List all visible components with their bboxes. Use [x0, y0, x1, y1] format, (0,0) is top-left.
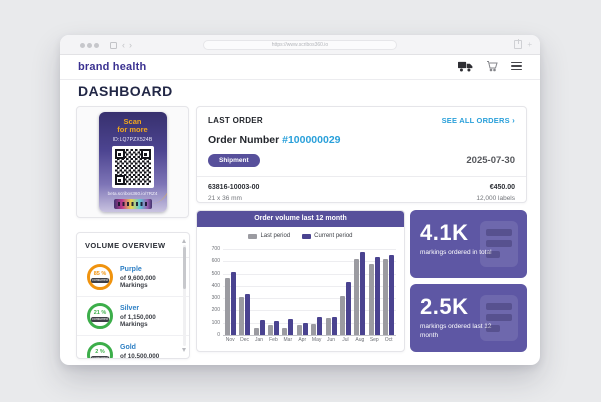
stat-12month-value: 2.5K	[420, 294, 469, 319]
stat-total-caption: markings ordered in total	[420, 249, 492, 256]
stat-12month-caption: markings ordered last 12 month	[420, 323, 492, 339]
order-number-label: Order Number	[208, 134, 280, 146]
tabs-icon[interactable]	[110, 41, 117, 49]
scan-text-line1: Scan	[123, 117, 142, 126]
order-volume-chart-card: Order volume last 12 month Last period C…	[196, 210, 405, 352]
browser-chrome: ‹ › https://www.scribos360.io +	[60, 35, 540, 55]
qr-code	[111, 146, 154, 189]
chevron-right-icon: ›	[512, 116, 515, 125]
stat-card-12-month: 2.5K markings ordered last 12 month	[410, 284, 527, 352]
scan-text-line2: for more	[117, 125, 148, 135]
scroll-down-icon[interactable]	[182, 348, 186, 352]
order-date: 2025-07-30	[466, 155, 515, 166]
volume-scrollbar[interactable]	[182, 239, 187, 352]
header-icons	[458, 60, 522, 72]
order-sku: 63816-10003-00	[208, 184, 260, 191]
page-title: DASHBOARD	[78, 83, 173, 99]
window-maximize-button[interactable]	[94, 42, 99, 48]
order-size: 21 x 36 mm	[208, 195, 242, 202]
menu-icon[interactable]	[511, 61, 522, 71]
qr-sticker-card: Scan for more ID:LQ7PZX524B beta.scribos…	[76, 106, 189, 218]
scroll-up-icon[interactable]	[182, 239, 186, 243]
window-minimize-button[interactable]	[87, 42, 92, 48]
chrome-right-controls: +	[514, 39, 532, 49]
brand-logo[interactable]: brand health	[78, 61, 147, 73]
window-close-button[interactable]	[80, 42, 85, 48]
browser-window: ‹ › https://www.scribos360.io + brand he…	[60, 35, 540, 365]
legend-current-period: Current period	[302, 233, 353, 239]
marking-type-name: Gold	[120, 343, 136, 351]
label-sheet-icon	[480, 221, 518, 267]
last-order-card: LAST ORDER SEE ALL ORDERS › Order Number…	[196, 106, 527, 203]
chart-bars	[223, 249, 396, 335]
url-text: https://www.scribos360.io	[271, 42, 329, 48]
legend-swatch-current	[302, 233, 312, 239]
hologram-strip	[113, 199, 152, 210]
consumption-percent: 2 %	[95, 349, 105, 356]
order-quantity: 12,000 labels	[476, 195, 515, 202]
forward-icon[interactable]: ›	[129, 40, 132, 50]
consumed-label: consumed	[90, 355, 110, 359]
see-all-orders-link[interactable]: SEE ALL ORDERS ›	[441, 116, 515, 125]
consumed-label: consumed	[90, 277, 110, 283]
cart-icon[interactable]	[486, 60, 498, 72]
security-label-sticker: Scan for more ID:LQ7PZX524B beta.scribos…	[98, 112, 167, 212]
url-bar[interactable]: https://www.scribos360.io	[203, 40, 397, 50]
chart-legend: Last period Current period	[197, 233, 404, 239]
sticker-url-text: beta.scribos360.io/7RZ4	[107, 191, 158, 197]
legend-last-period: Last period	[248, 233, 290, 239]
marking-type-name: Silver	[120, 304, 140, 312]
legend-swatch-last	[248, 233, 258, 239]
order-price: €450.00	[489, 184, 515, 191]
volume-list: 85 % consumed Purple of 9,600,000 Markin…	[77, 258, 189, 359]
marking-volume-detail: of 9,600,000 Markings	[120, 274, 156, 289]
marking-volume-detail: of 1,150,000 Markings	[120, 313, 156, 328]
consumption-ring: 2 % consumed	[87, 342, 113, 359]
chart-x-axis-labels: Nov Dec Jan Feb Mar Apr May Jun Jul Aug Sep Oct	[225, 337, 393, 343]
app-header: brand health	[60, 55, 540, 80]
stat-total-value: 4.1K	[420, 220, 469, 245]
share-icon[interactable]	[514, 39, 523, 49]
consumption-percent: 85 %	[93, 271, 107, 278]
status-badge: Shipment	[208, 154, 260, 167]
bar-chart-plot: 0 100 200 300 400 500 600 700	[212, 246, 396, 338]
marking-type-name: Purple	[120, 265, 142, 273]
last-order-title: LAST ORDER	[208, 116, 263, 125]
stat-card-total: 4.1K markings ordered in total	[410, 210, 527, 278]
consumption-percent: 21 %	[93, 310, 107, 317]
consumption-ring: 21 % consumed	[87, 303, 113, 329]
marking-volume-detail: of 10,500,000 Markings	[120, 352, 160, 359]
chart-title: Order volume last 12 month	[197, 211, 404, 227]
volume-overview-title: VOLUME OVERVIEW	[77, 233, 189, 258]
scrollbar-thumb[interactable]	[183, 247, 186, 289]
order-number-value[interactable]: #100000029	[282, 134, 341, 146]
volume-item: 85 % consumed Purple of 9,600,000 Markin…	[77, 258, 189, 297]
volume-item: 2 % consumed Gold of 10,500,000 Markings	[77, 336, 189, 359]
sticker-id-text: ID:LQ7PZX524B	[112, 137, 153, 144]
truck-icon[interactable]	[458, 61, 473, 72]
consumption-ring: 85 % consumed	[87, 264, 113, 290]
consumed-label: consumed	[90, 316, 110, 322]
volume-item: 21 % consumed Silver of 1,150,000 Markin…	[77, 297, 189, 336]
back-icon[interactable]: ‹	[122, 40, 125, 50]
label-sheet-icon	[480, 295, 518, 341]
new-tab-icon[interactable]: +	[527, 39, 532, 49]
volume-overview-card: VOLUME OVERVIEW 85 % consumed Purple of …	[76, 232, 190, 359]
